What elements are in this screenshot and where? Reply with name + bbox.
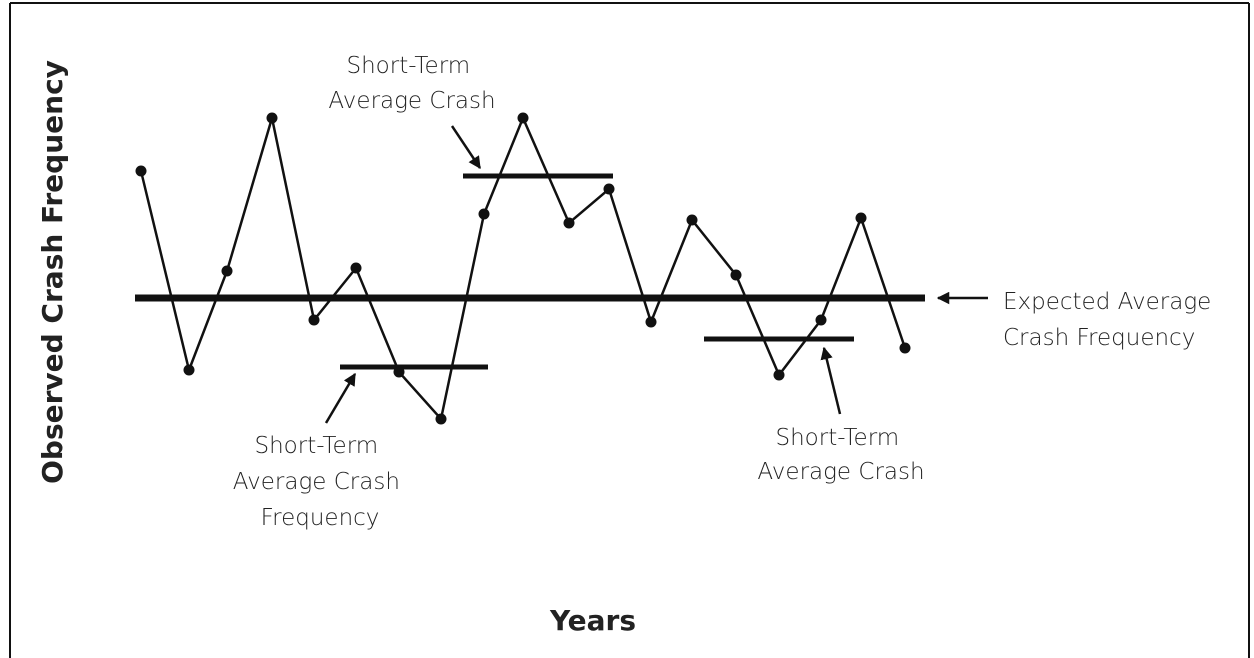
arrows — [324, 125, 988, 424]
annotation: Short-Term Average Crash — [328, 53, 495, 114]
x-axis-label: Years — [549, 604, 636, 637]
y-axis-label: Observed Crash Frequency — [36, 60, 69, 484]
annotation: Short-Term Average Crash Frequency — [233, 433, 407, 531]
observed-points — [135, 112, 911, 425]
observed-line — [139, 114, 907, 422]
annotation: Expected Average Crash Frequency — [1003, 289, 1219, 351]
frame — [9, 2, 1250, 658]
annotation: Short-Term Average Crash — [757, 425, 924, 485]
short-term-lines — [340, 173, 854, 370]
